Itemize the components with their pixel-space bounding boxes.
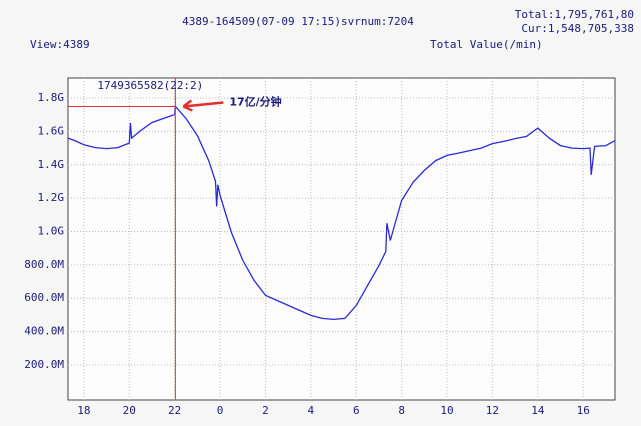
line-series xyxy=(67,104,616,321)
x-tick-label: 4 xyxy=(308,404,315,417)
x-tick-label: 12 xyxy=(486,404,499,417)
x-tick-label: 8 xyxy=(398,404,405,417)
chart-title: Total Value(/min) xyxy=(430,38,543,51)
total: Total:1,795,761,80 xyxy=(515,8,634,21)
plot-frame xyxy=(67,77,616,401)
y-tick-label: 1.2G xyxy=(38,191,65,204)
header: 4389-164509(07-09 17:15)svrnum:7204 xyxy=(182,15,414,28)
cur: Cur:1,548,705,338 xyxy=(521,22,634,35)
x-tick-label: 6 xyxy=(353,404,360,417)
x-tick-label: 14 xyxy=(531,404,545,417)
arrow xyxy=(182,99,224,112)
x-tick-label: 16 xyxy=(577,404,590,417)
y-tick-label: 1.0G xyxy=(38,224,65,237)
annotation: 17亿/分钟 xyxy=(229,94,281,108)
x-tick-label: 0 xyxy=(217,404,224,417)
marker-label: 1749365582(22:2) xyxy=(97,79,203,92)
x-tick-label: 18 xyxy=(77,404,90,417)
y-tick-label: 200.0M xyxy=(24,358,64,371)
y-tick-label: 800.0M xyxy=(24,258,64,271)
y-tick-label: 400.0M xyxy=(24,325,64,338)
y-tick-label: 1.6G xyxy=(38,124,65,137)
x-tick-label: 2 xyxy=(262,404,269,417)
y-tick-label: 1.8G xyxy=(38,91,65,104)
x-tick-label: 20 xyxy=(123,404,136,417)
y-tick-label: 600.0M xyxy=(24,291,64,304)
view: View:4389 xyxy=(30,38,90,51)
x-tick-label: 10 xyxy=(440,404,453,417)
y-tick-label: 1.4G xyxy=(38,158,65,171)
x-tick-label: 22 xyxy=(168,404,181,417)
